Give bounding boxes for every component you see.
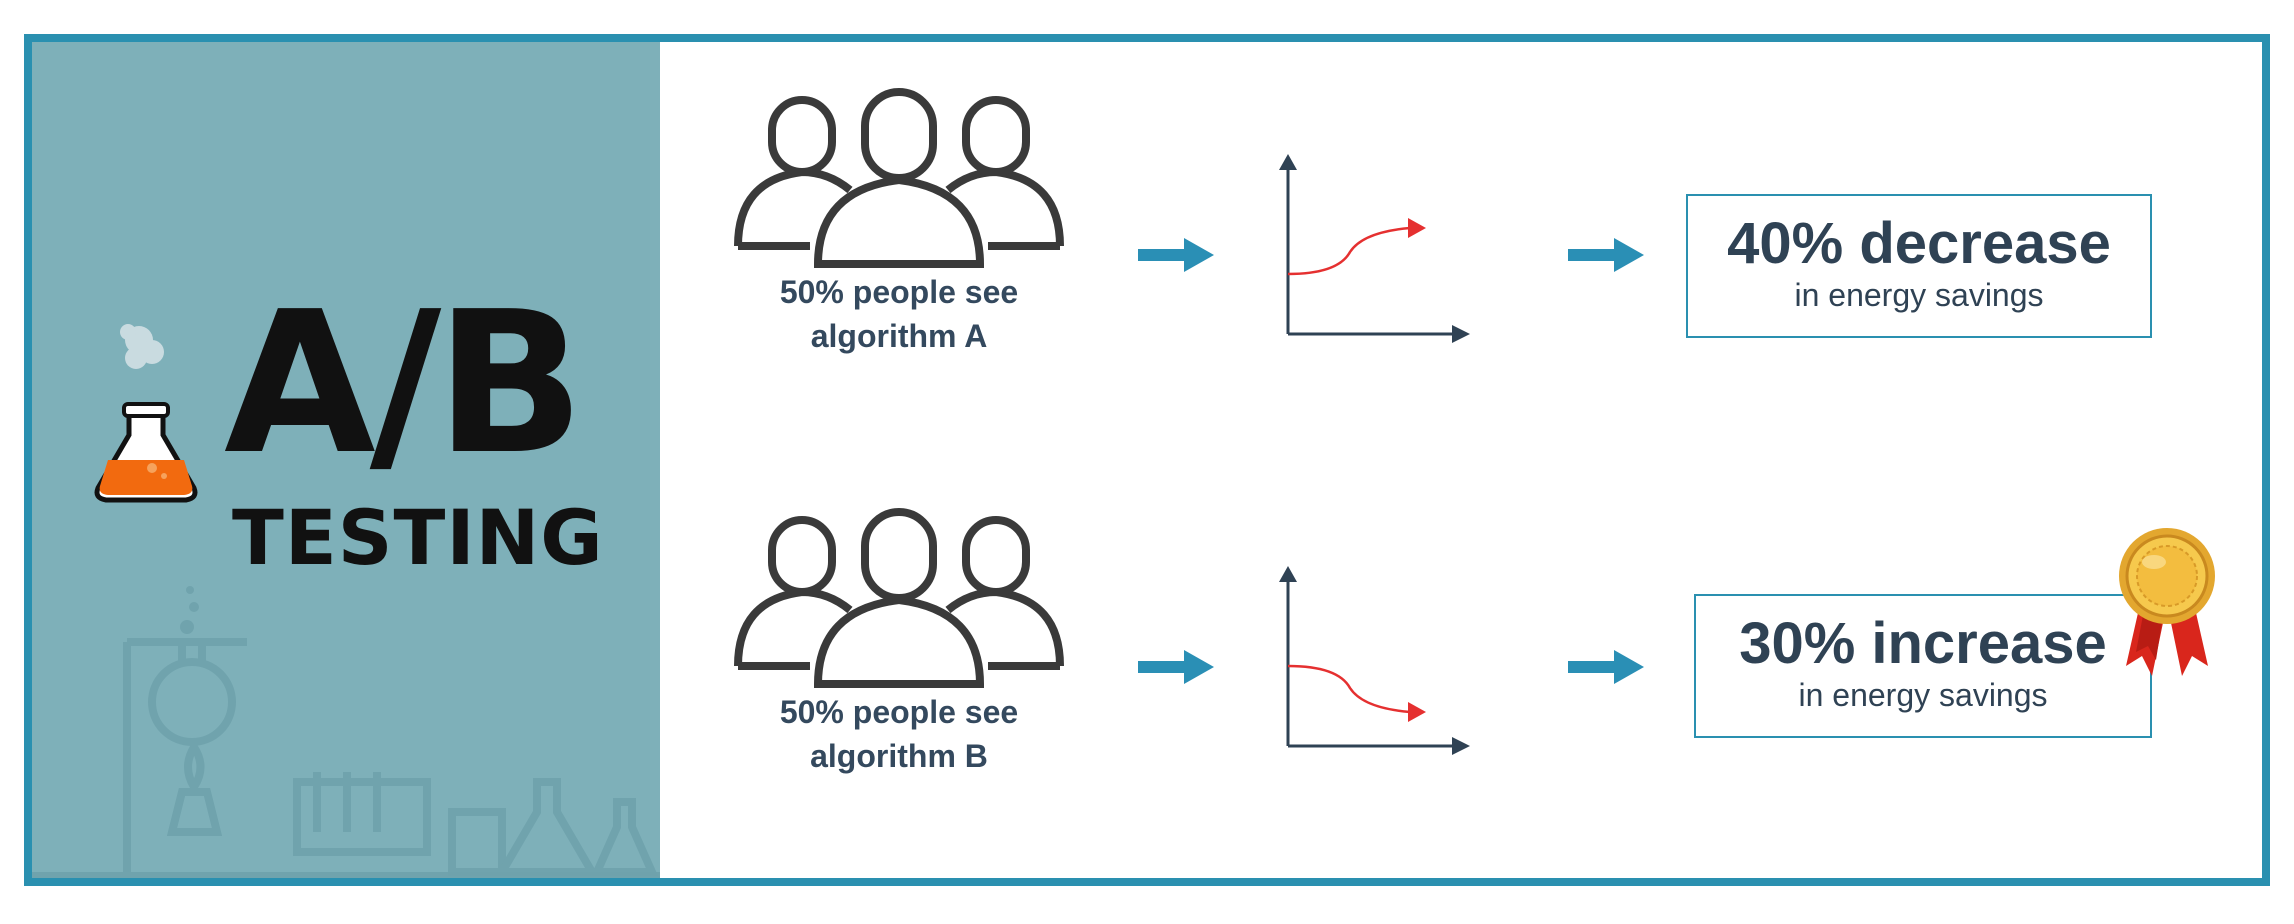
caption-line-2: algorithm B (810, 738, 988, 774)
trend-chart-down (1279, 566, 1470, 755)
medal-icon (2119, 528, 2215, 676)
result-box-a: 40% decrease in energy savings (1686, 194, 2152, 338)
logo-title-testing: TESTING (232, 493, 604, 582)
result-label-b: in energy savings (1798, 677, 2048, 713)
result-value-a: 40% decrease (1727, 211, 2111, 276)
arrow-right-icon (1138, 238, 1214, 272)
people-group-icon (734, 88, 1064, 268)
people-group-a: 50% people see algorithm A (732, 72, 1066, 402)
people-group-b: 50% people see algorithm B (732, 492, 1066, 822)
caption-line-1: 50% people see (779, 274, 1019, 310)
result-box-b: 30% increase in energy savings (1694, 594, 2152, 738)
lab-equipment-background (32, 586, 660, 878)
flask-icon (94, 324, 198, 503)
people-group-icon (734, 508, 1064, 688)
trend-chart-up (1279, 154, 1470, 343)
caption-line-2: algorithm A (810, 318, 988, 354)
ab-testing-panel: A/B TESTING (32, 42, 660, 878)
result-label-a: in energy savings (1794, 277, 2044, 313)
diagram-frame: A/B TESTING 50% people see algorithm A (24, 34, 2270, 886)
caption-line-1: 50% people see (779, 694, 1019, 730)
result-value-b: 30% increase (1739, 611, 2107, 676)
arrow-right-icon (1568, 650, 1644, 684)
arrow-right-icon (1138, 650, 1214, 684)
arrow-right-icon (1568, 238, 1644, 272)
logo-title-ab: A/B (224, 270, 585, 498)
